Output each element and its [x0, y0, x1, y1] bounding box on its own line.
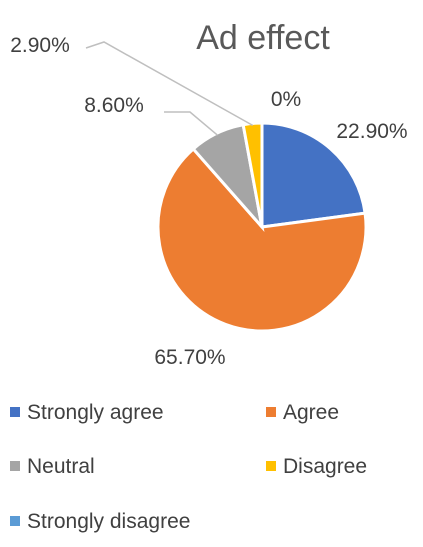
legend-swatch-disagree: [266, 461, 276, 471]
pie-slice-strongly-agree: [260, 121, 367, 229]
chart-title: Ad effect: [196, 19, 330, 57]
legend-label-disagree: Disagree: [283, 455, 367, 478]
pie-slice-agree: [156, 146, 368, 333]
legend: Strongly agree Agree Neutral Disagree Strong…: [10, 401, 367, 533]
data-label-disagree: 2.90%: [10, 34, 70, 57]
legend-label-strongly-disagree: Strongly disagree: [27, 510, 190, 533]
legend-label-agree: Agree: [283, 401, 339, 424]
data-label-neutral: 8.60%: [84, 94, 144, 117]
data-labels: 22.90% 65.70% 8.60% 2.90% 0%: [10, 34, 407, 369]
legend-item-strongly-disagree: Strongly disagree: [10, 510, 190, 533]
data-label-strongly-disagree: 0%: [271, 88, 301, 111]
pie-slices: [156, 121, 368, 333]
legend-item-strongly-agree: Strongly agree: [10, 401, 164, 424]
legend-swatch-neutral: [10, 461, 20, 471]
legend-swatch-agree: [266, 407, 276, 417]
legend-label-neutral: Neutral: [27, 455, 95, 478]
leader-line-neutral: [164, 111, 218, 136]
legend-item-agree: Agree: [266, 401, 339, 424]
data-label-agree: 65.70%: [154, 346, 225, 369]
legend-swatch-strongly-disagree: [10, 516, 20, 526]
data-label-strongly-agree: 22.90%: [336, 120, 407, 143]
legend-item-neutral: Neutral: [10, 455, 95, 478]
pie-slice-disagree: [241, 121, 264, 228]
legend-label-strongly-agree: Strongly agree: [27, 401, 164, 424]
leader-lines: [85, 41, 254, 136]
leader-line-disagree: [85, 41, 254, 127]
legend-swatch-strongly-agree: [10, 407, 20, 417]
legend-item-disagree: Disagree: [266, 455, 367, 478]
